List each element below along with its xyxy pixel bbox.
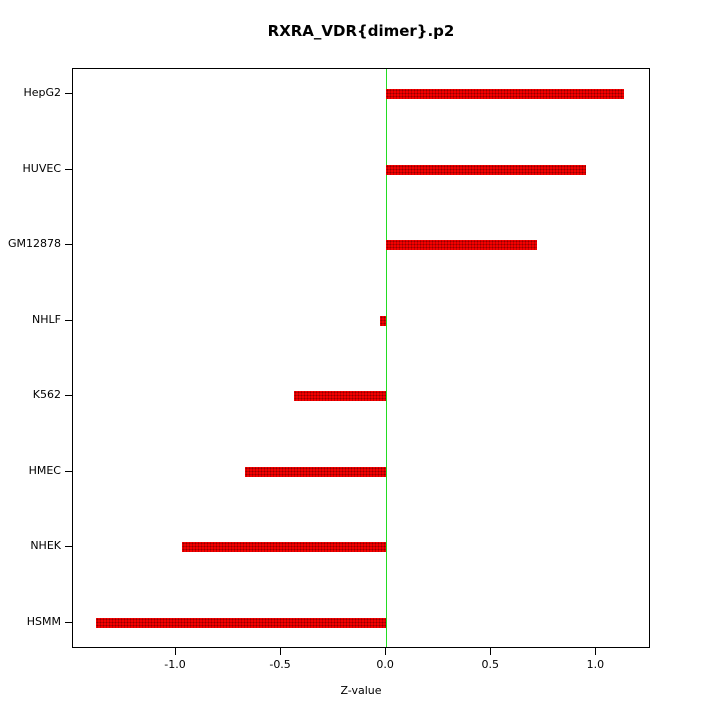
y-tick-label-hmec: HMEC <box>28 463 61 477</box>
y-tick-label-hepg2: HepG2 <box>23 86 61 99</box>
x-tick-label: 1.0 <box>586 658 605 671</box>
bar-gm12878 <box>386 240 538 251</box>
x-tick-label: -1.0 <box>164 658 186 671</box>
x-tick-label: -0.5 <box>269 658 291 671</box>
bar-hmec <box>245 466 387 477</box>
chart-title-text: RXRA_VDR{dimer}.p2 <box>267 22 455 40</box>
y-tick <box>65 93 72 94</box>
x-tick-label: 0.5 <box>481 658 500 671</box>
chart-title: RXRA_VDR{dimer}.p2 <box>0 22 720 40</box>
y-tick-label-k562: K562 <box>32 388 61 402</box>
x-axis-label: Z-value <box>340 684 382 697</box>
y-tick-label-nhlf: NHLF <box>32 312 61 326</box>
bar-nhek <box>182 542 387 553</box>
y-tick <box>65 546 72 548</box>
x-tick <box>595 648 597 655</box>
y-tick-label-hsmm: HSMM <box>26 615 61 628</box>
x-tick <box>385 648 387 655</box>
bar-huvec <box>386 164 586 175</box>
plot-area <box>72 68 650 648</box>
bar-hepg2 <box>386 89 624 99</box>
y-tick-label-nhek: NHEK <box>30 539 61 553</box>
bar-hsmm <box>96 618 387 628</box>
y-tick <box>65 244 72 246</box>
x-tick <box>174 648 176 655</box>
y-tick <box>65 470 72 472</box>
x-tick <box>490 648 492 655</box>
bar-nhlf <box>379 315 387 326</box>
bar-k562 <box>293 391 387 402</box>
y-tick <box>65 395 72 397</box>
y-tick <box>65 168 72 170</box>
y-tick-label-gm12878: GM12878 <box>7 237 61 251</box>
y-tick-label-huvec: HUVEC <box>22 161 61 175</box>
zero-reference-line <box>385 69 387 647</box>
x-tick <box>280 648 282 655</box>
x-tick-label: 0.0 <box>376 658 394 671</box>
y-tick <box>65 319 72 321</box>
y-tick <box>65 622 72 623</box>
